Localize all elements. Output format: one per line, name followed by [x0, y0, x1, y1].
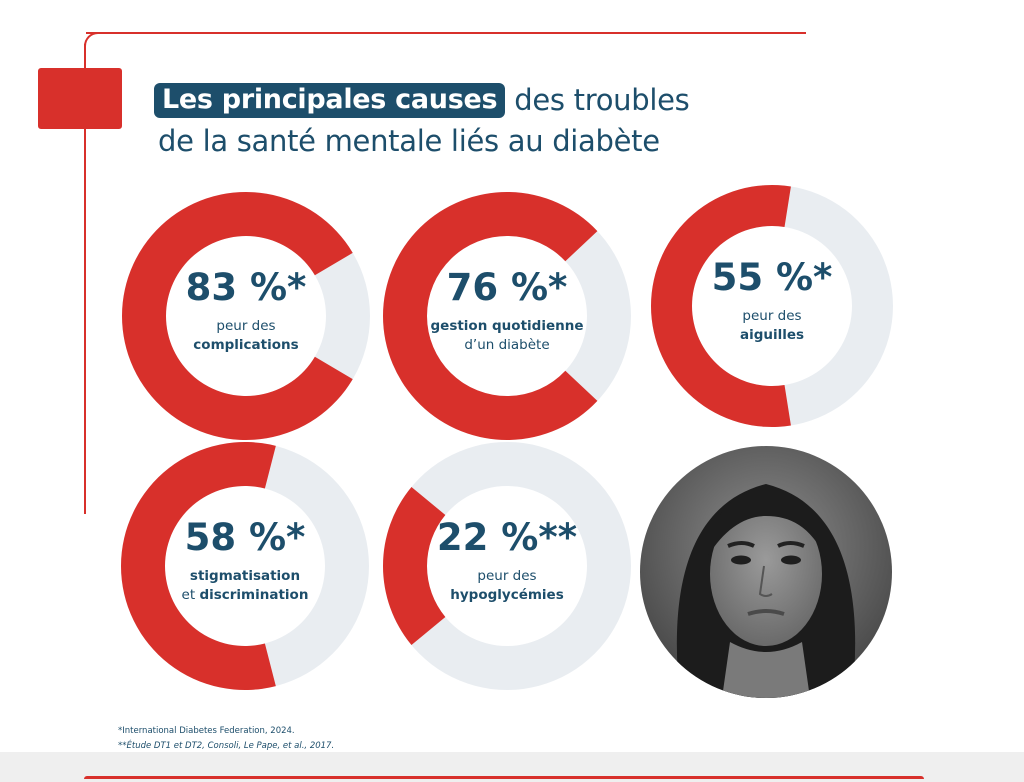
label-fragment: peur des: [216, 318, 275, 334]
label-fragment: aiguilles: [740, 327, 804, 343]
label-fragment: d’un diabète: [464, 337, 549, 353]
donut-2: 76 %* gestion quotidienne d’un diabète: [382, 192, 631, 440]
donut-category-label-line: et discrimination: [182, 587, 309, 603]
label-fragment: complications: [193, 337, 298, 353]
frame-corner: [84, 32, 98, 46]
donut-category-label-line: complications: [193, 337, 298, 353]
decorative-red-block: [38, 68, 122, 129]
donut-value-segment: [650, 184, 791, 427]
label-fragment: peur des: [742, 308, 801, 324]
donut-value-segment: [382, 192, 598, 440]
donut-category-label-line: gestion quotidienne: [431, 318, 584, 334]
donut-category-label-line: hypoglycémies: [450, 587, 563, 603]
donut-category-label-line: stigmatisation: [190, 568, 300, 584]
title-line-1: Les principales causes des troubles: [154, 79, 690, 121]
label-fragment: stigmatisation: [190, 568, 300, 584]
donut-category-label-line: peur des: [216, 318, 275, 334]
donut-value-label: 76 %*: [447, 266, 568, 309]
donut-value-segment: [121, 191, 353, 441]
donut-track: [382, 442, 631, 690]
infographic-page: Les principales causes des troubles de l…: [0, 0, 1024, 752]
donut-category-label-line: peur des: [742, 308, 801, 324]
donut-category-label-line: peur des: [477, 568, 536, 584]
label-fragment: et: [182, 587, 200, 603]
donut-category-label-line: aiguilles: [740, 327, 804, 343]
donut-5: 22 %** peur des hypoglycémies: [382, 442, 631, 690]
donut-value-label: 22 %**: [437, 516, 577, 559]
footnote-2: **Étude DT1 et DT2, Consoli, Le Pape, et…: [118, 741, 335, 751]
woman-portrait-photo: [640, 446, 892, 698]
footnote-1: *International Diabetes Federation, 2024…: [118, 726, 295, 736]
donut-value-segment: [120, 441, 276, 691]
donut-charts: 83 %* peur des complications 76 %* gestion q…: [120, 184, 893, 691]
donut-1: 83 %* peur des complications: [121, 191, 370, 441]
label-fragment: discrimination: [199, 587, 308, 603]
donut-value-label: 55 %*: [712, 256, 833, 299]
donut-value-label: 83 %*: [186, 266, 307, 309]
next-page-frame-line: [84, 776, 924, 779]
title-line-2: de la santé mentale liés au diabète: [158, 124, 660, 158]
donut-category-label-line: d’un diabète: [464, 337, 549, 353]
label-fragment: hypoglycémies: [450, 587, 563, 603]
title-highlight: Les principales causes: [154, 82, 506, 118]
frame-left-line: [84, 44, 86, 514]
donut-4: 58 %* stigmatisation et discrimination: [120, 441, 369, 691]
title-rest-line-1: des troubles: [514, 83, 690, 117]
frame-top-line: [86, 32, 806, 34]
donut-value-label: 58 %*: [185, 516, 306, 559]
label-fragment: peur des: [477, 568, 536, 584]
label-fragment: gestion quotidienne: [431, 318, 584, 334]
donut-3: 55 %* peur des aiguilles: [650, 184, 893, 427]
donut-value-segment: [382, 486, 446, 646]
footnotes: *International Diabetes Federation, 2024…: [118, 724, 334, 754]
portrait-illustration: [640, 446, 892, 698]
